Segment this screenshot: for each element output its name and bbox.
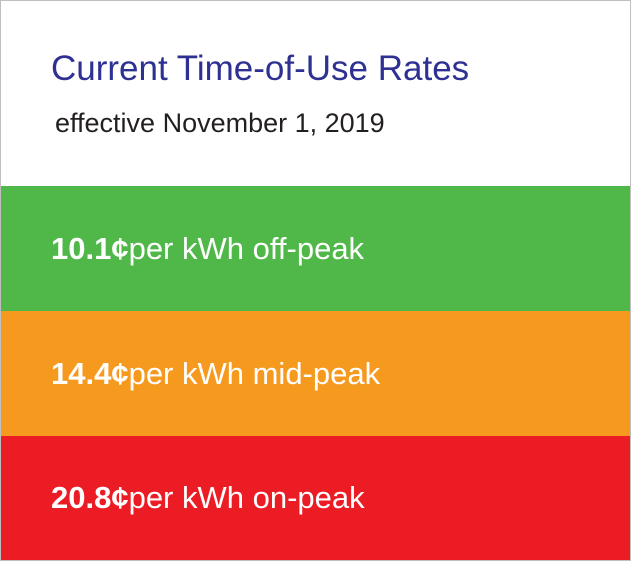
off-peak-rate: 10.1¢ (51, 230, 129, 266)
mid-peak-description: per kWh mid-peak (128, 355, 381, 391)
on-peak-rate: 20.8¢ (51, 480, 129, 515)
mid-peak-band: 14.4¢ per kWh mid-peak (1, 311, 630, 436)
mid-peak-rate: 14.4¢ (51, 355, 129, 391)
rates-title: Current Time-of-Use Rates (51, 49, 470, 88)
rates-header: Current Time-of-Use Rates effective Nove… (1, 1, 630, 186)
off-peak-description: per kWh off-peak (128, 230, 365, 266)
effective-date: effective November 1, 2019 (55, 108, 385, 138)
off-peak-band: 10.1¢ per kWh off-peak (1, 186, 630, 311)
on-peak-band: 20.8¢ per kWh on-peak (1, 436, 630, 560)
on-peak-description: per kWh on-peak (128, 480, 365, 515)
